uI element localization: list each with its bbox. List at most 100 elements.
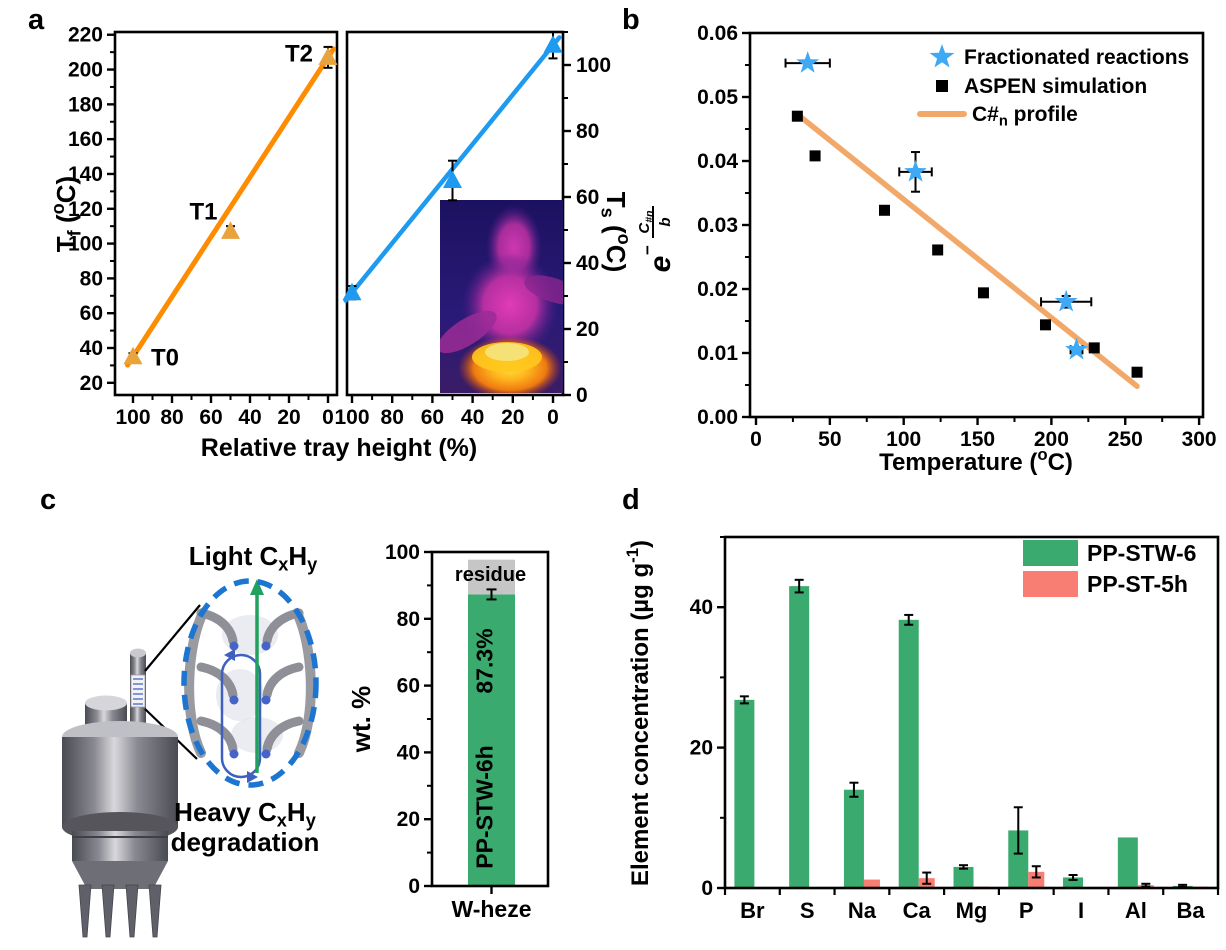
square-marker xyxy=(1088,342,1100,354)
reactor-vessel xyxy=(62,695,178,938)
y-tick-label: 60 xyxy=(397,675,420,698)
legend-item: C#n profile xyxy=(917,103,1078,130)
triangle-marker xyxy=(543,35,563,53)
triangle-marker xyxy=(123,346,143,365)
panel-label-a: a xyxy=(28,4,45,36)
axes-ticks: 0 20 40 60 80 100 xyxy=(385,541,493,898)
y-tick-label: 100 xyxy=(385,541,420,564)
bar-Ca-PP-STW-6 xyxy=(898,619,919,888)
tray-zoom-ellipse xyxy=(181,578,319,788)
series-tf: T0 T1 T2 xyxy=(123,40,338,372)
x-axis-label: Temperature (oC) xyxy=(879,445,1073,476)
panel-b: 0 50 100 150 200 250 300 0.00 0.01 0.02 0.03 0.04 0.… xyxy=(636,22,1217,476)
panel-a: 2040608010012014016018020022002040608010… xyxy=(48,24,634,462)
bar-I-PP-STW-6 xyxy=(1063,877,1084,888)
x-tick-label: S xyxy=(800,898,815,923)
x-tick-label: P xyxy=(1019,898,1034,923)
recirculation-loop xyxy=(220,649,262,783)
x-tick-label: 60 xyxy=(199,406,222,429)
y-axis-label-left: Tf (oC) xyxy=(48,176,85,252)
y-tick-label: 0.00 xyxy=(697,406,738,429)
x-tick-label: Al xyxy=(1125,898,1147,923)
series-aspen-simulation xyxy=(791,110,1143,378)
bar-S-PP-STW-6 xyxy=(789,586,810,888)
legend-label: Fractionated reactions xyxy=(964,46,1189,69)
legend: Fractionated reactions ASPEN simulation C#… xyxy=(917,44,1189,130)
y-tick-label: 160 xyxy=(68,128,103,151)
x-tick-label: 50 xyxy=(818,428,841,451)
star-marker xyxy=(796,51,820,73)
panel-label-d: d xyxy=(622,484,640,516)
triangle-marker xyxy=(221,221,240,239)
dashed-magnifier-border xyxy=(181,578,319,788)
square-marker xyxy=(936,80,948,92)
light-gas-arrow xyxy=(250,579,264,773)
legend-swatch xyxy=(1023,540,1078,566)
x-tick-label: Br xyxy=(740,898,765,923)
y-tick-label: 80 xyxy=(397,608,420,631)
y-tick-label: 40 xyxy=(576,252,599,275)
svg-text:e: e xyxy=(644,256,677,273)
bar-Al-PP-STW-6 xyxy=(1117,837,1138,888)
x-tick-label: 40 xyxy=(461,406,484,429)
legend-label: C#n profile xyxy=(972,103,1078,130)
panel-label-b: b xyxy=(622,4,640,36)
legend-swatch xyxy=(1023,571,1078,597)
x-tick-label: 0 xyxy=(547,406,559,429)
x-tick-label: 20 xyxy=(501,406,524,429)
bar-P-PP-ST-5h xyxy=(1028,871,1045,888)
square-marker xyxy=(932,244,944,256)
x-tick-label: Ba xyxy=(1177,898,1206,923)
x-tick-label: Na xyxy=(848,898,877,923)
droplet xyxy=(261,749,271,759)
y-tick-label: 180 xyxy=(68,93,103,116)
square-marker xyxy=(1131,366,1143,378)
x-tick-label: 300 xyxy=(1182,428,1217,451)
series-profile-line xyxy=(794,111,1140,390)
series-ts xyxy=(342,31,563,303)
bar-Br-PP-STW-6 xyxy=(734,699,755,888)
droplet xyxy=(261,641,271,651)
y-tick-label: 120 xyxy=(68,198,103,221)
tray-fin xyxy=(196,608,238,646)
y-tick-label: 40 xyxy=(690,596,713,619)
y-tick-label: 100 xyxy=(68,233,103,256)
panel-label-c: c xyxy=(40,484,57,516)
star-marker xyxy=(904,159,927,182)
x-tick-label: 250 xyxy=(1108,428,1143,451)
y-tick-label: 140 xyxy=(68,163,103,186)
triangle-marker xyxy=(443,170,462,188)
droplet xyxy=(229,641,239,651)
stacked-bar: residue 87.3% PP-STW-6h xyxy=(455,559,526,886)
x-tick-label: 150 xyxy=(960,428,995,451)
thermal-image-inset xyxy=(440,200,563,393)
square-marker xyxy=(1039,319,1051,331)
x-tick-label: I xyxy=(1078,898,1084,923)
y-tick-label: 40 xyxy=(80,337,103,360)
plot-frame xyxy=(723,535,1220,890)
panel-d-element-concentration-chart: 0 20 40 Br S Na Ca Mg P I Al Ba Element concentratio… xyxy=(623,535,1220,923)
x-tick-label: Mg xyxy=(956,898,988,923)
y-tick-label: 200 xyxy=(68,59,103,82)
star-marker xyxy=(1065,337,1088,360)
heavy-hydrocarbon-label-line2: degradation xyxy=(171,827,320,857)
y-tick-label: 60 xyxy=(80,302,103,325)
x-tick-label: 80 xyxy=(160,406,183,429)
legend-item: PP-ST-5h xyxy=(1023,571,1188,597)
bar-Na-PP-STW-6 xyxy=(843,789,864,888)
x-tick-label: 200 xyxy=(1034,428,1069,451)
vessel-leg xyxy=(78,884,92,938)
y-tick-label: 0.02 xyxy=(697,278,738,301)
bar-segment-product xyxy=(468,594,515,886)
x-tick-label: W-heze xyxy=(451,896,531,922)
y-axis-formula-label: e−C#n b xyxy=(636,206,677,272)
plot-frame xyxy=(113,30,339,397)
bar-Mg-PP-STW-6 xyxy=(953,866,974,888)
square-marker xyxy=(878,204,890,216)
y-tick-label: 20 xyxy=(690,737,713,760)
legend-item: ASPEN simulation xyxy=(936,75,1147,98)
x-tick-label: 40 xyxy=(238,406,261,429)
